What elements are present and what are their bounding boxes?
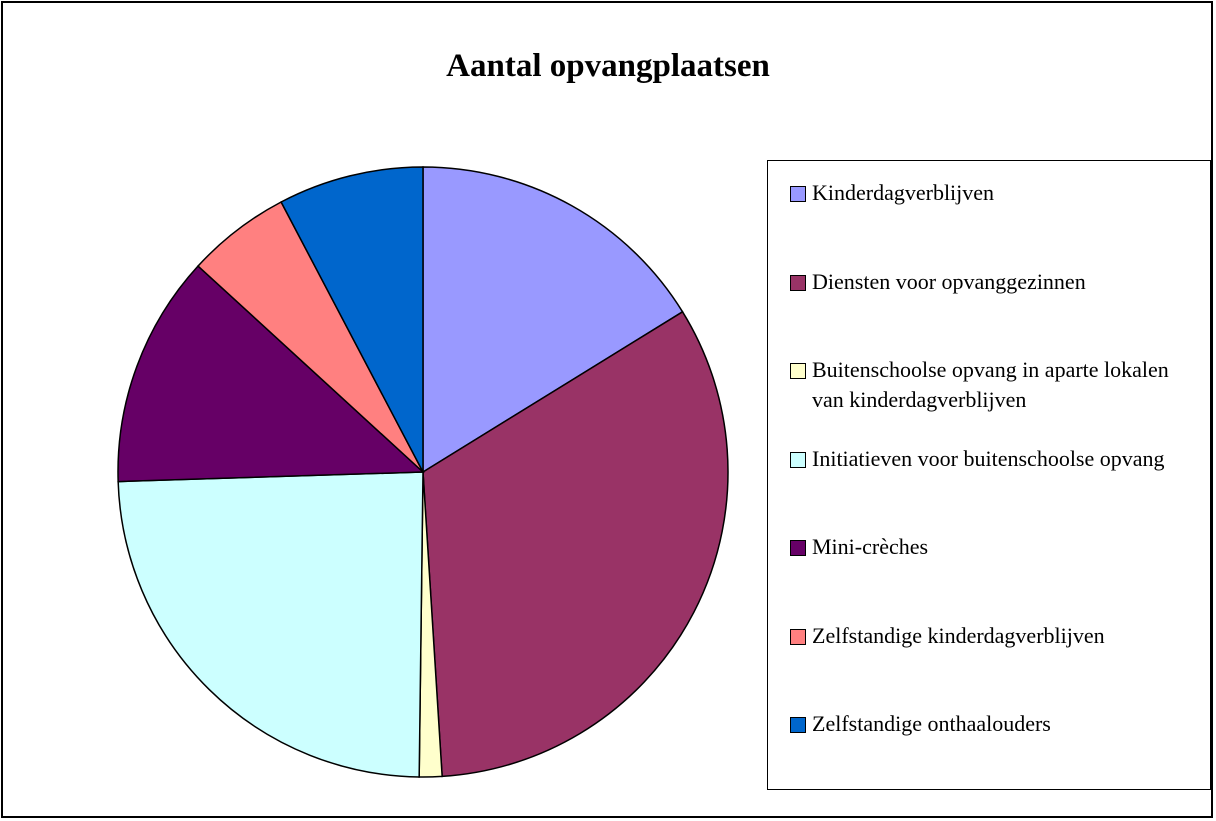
legend-swatch	[790, 540, 806, 556]
legend-item: Kinderdagverblijven	[790, 178, 1210, 208]
legend-item: Buitenschoolse opvang in aparte lokalen …	[790, 355, 1210, 415]
legend-label: Initiatieven voor buitenschoolse opvang	[812, 445, 1165, 471]
legend-swatch	[790, 717, 806, 733]
legend-swatch	[790, 274, 806, 291]
legend: Kinderdagverblijven Diensten voor opvangg…	[767, 160, 1211, 790]
legend-item: Diensten voor opvanggezinnen	[790, 267, 1210, 297]
pie-slice	[422, 166, 684, 474]
legend-item: Mini-crèches	[790, 532, 1210, 562]
legend-item: Initiatieven voor buitenschoolse opvang	[790, 444, 1210, 474]
legend-label: Kinderdagverblijven	[812, 180, 995, 205]
pie-slice	[117, 264, 425, 483]
legend-item: Zelfstandige kinderdagverblijven	[790, 621, 1210, 651]
legend-label: Mini-crèches	[812, 534, 929, 559]
legend-label: Diensten voor opvanggezinnen	[812, 268, 1086, 294]
pie-slice	[280, 166, 424, 473]
legend-swatch	[790, 186, 806, 202]
pie-slice	[117, 471, 424, 778]
pie-slice	[422, 310, 729, 778]
legend-label: Zelfstandige kinderdagverblijven	[812, 622, 1105, 648]
legend-label: Zelfstandige onthaalouders	[812, 711, 1051, 736]
legend-swatch	[790, 451, 806, 468]
legend-swatch	[790, 363, 806, 379]
legend-label: Buitenschoolse opvang in aparte lokalen …	[812, 357, 1169, 412]
legend-swatch	[790, 628, 806, 645]
chart-title: Aantal opvangplaatsen	[446, 48, 770, 84]
legend-item: Zelfstandige onthaalouders	[790, 709, 1210, 739]
